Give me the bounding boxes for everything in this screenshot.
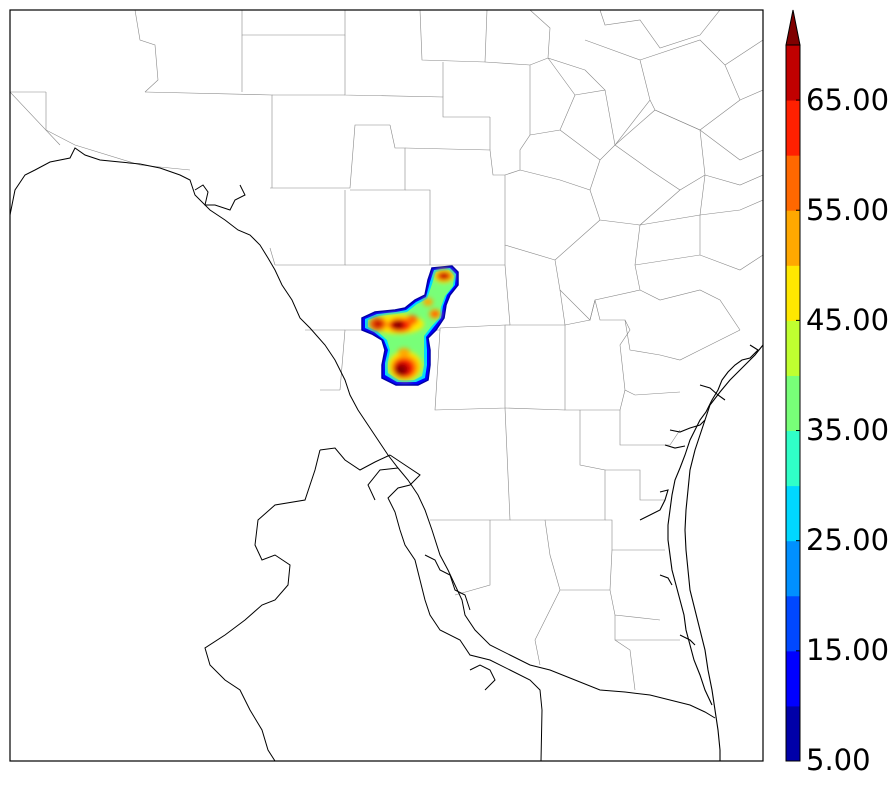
colorbar-segment xyxy=(786,650,800,707)
colorbar-segment xyxy=(786,375,800,432)
colorbar-tick-label: 65.00 xyxy=(806,83,890,117)
colorbar-segment xyxy=(786,540,800,597)
colorbar xyxy=(785,9,801,762)
county-boundaries xyxy=(10,10,763,691)
colorbar-tick-label: 25.00 xyxy=(806,523,890,557)
map-area xyxy=(10,10,763,761)
colorbar-segment xyxy=(786,430,800,487)
colorbar-segment xyxy=(786,595,800,652)
radar-reflectivity xyxy=(361,265,459,386)
colorbar-outline xyxy=(785,44,801,762)
colorbar-segment xyxy=(786,485,800,542)
colorbar-tick-label: 5.00 xyxy=(806,743,871,777)
colorbar-segment xyxy=(786,265,800,321)
colorbar-tick-label: 35.00 xyxy=(806,413,890,447)
colorbar-segment xyxy=(786,155,800,211)
colorbar-segment xyxy=(786,100,800,156)
colorbar-extend-arrow xyxy=(785,9,801,46)
international-border xyxy=(10,147,716,761)
colorbar-tick-label: 15.00 xyxy=(806,633,890,667)
coastline xyxy=(639,344,763,761)
colorbar-segment xyxy=(786,210,800,266)
map-frame xyxy=(9,9,764,762)
colorbar-segment xyxy=(786,320,800,376)
cell-mid xyxy=(423,298,433,306)
colorbar-segment xyxy=(786,705,800,762)
colorbar-segment xyxy=(786,45,800,101)
colorbar-tick-label: 45.00 xyxy=(806,303,890,337)
colorbar-tick-label: 55.00 xyxy=(806,193,890,227)
